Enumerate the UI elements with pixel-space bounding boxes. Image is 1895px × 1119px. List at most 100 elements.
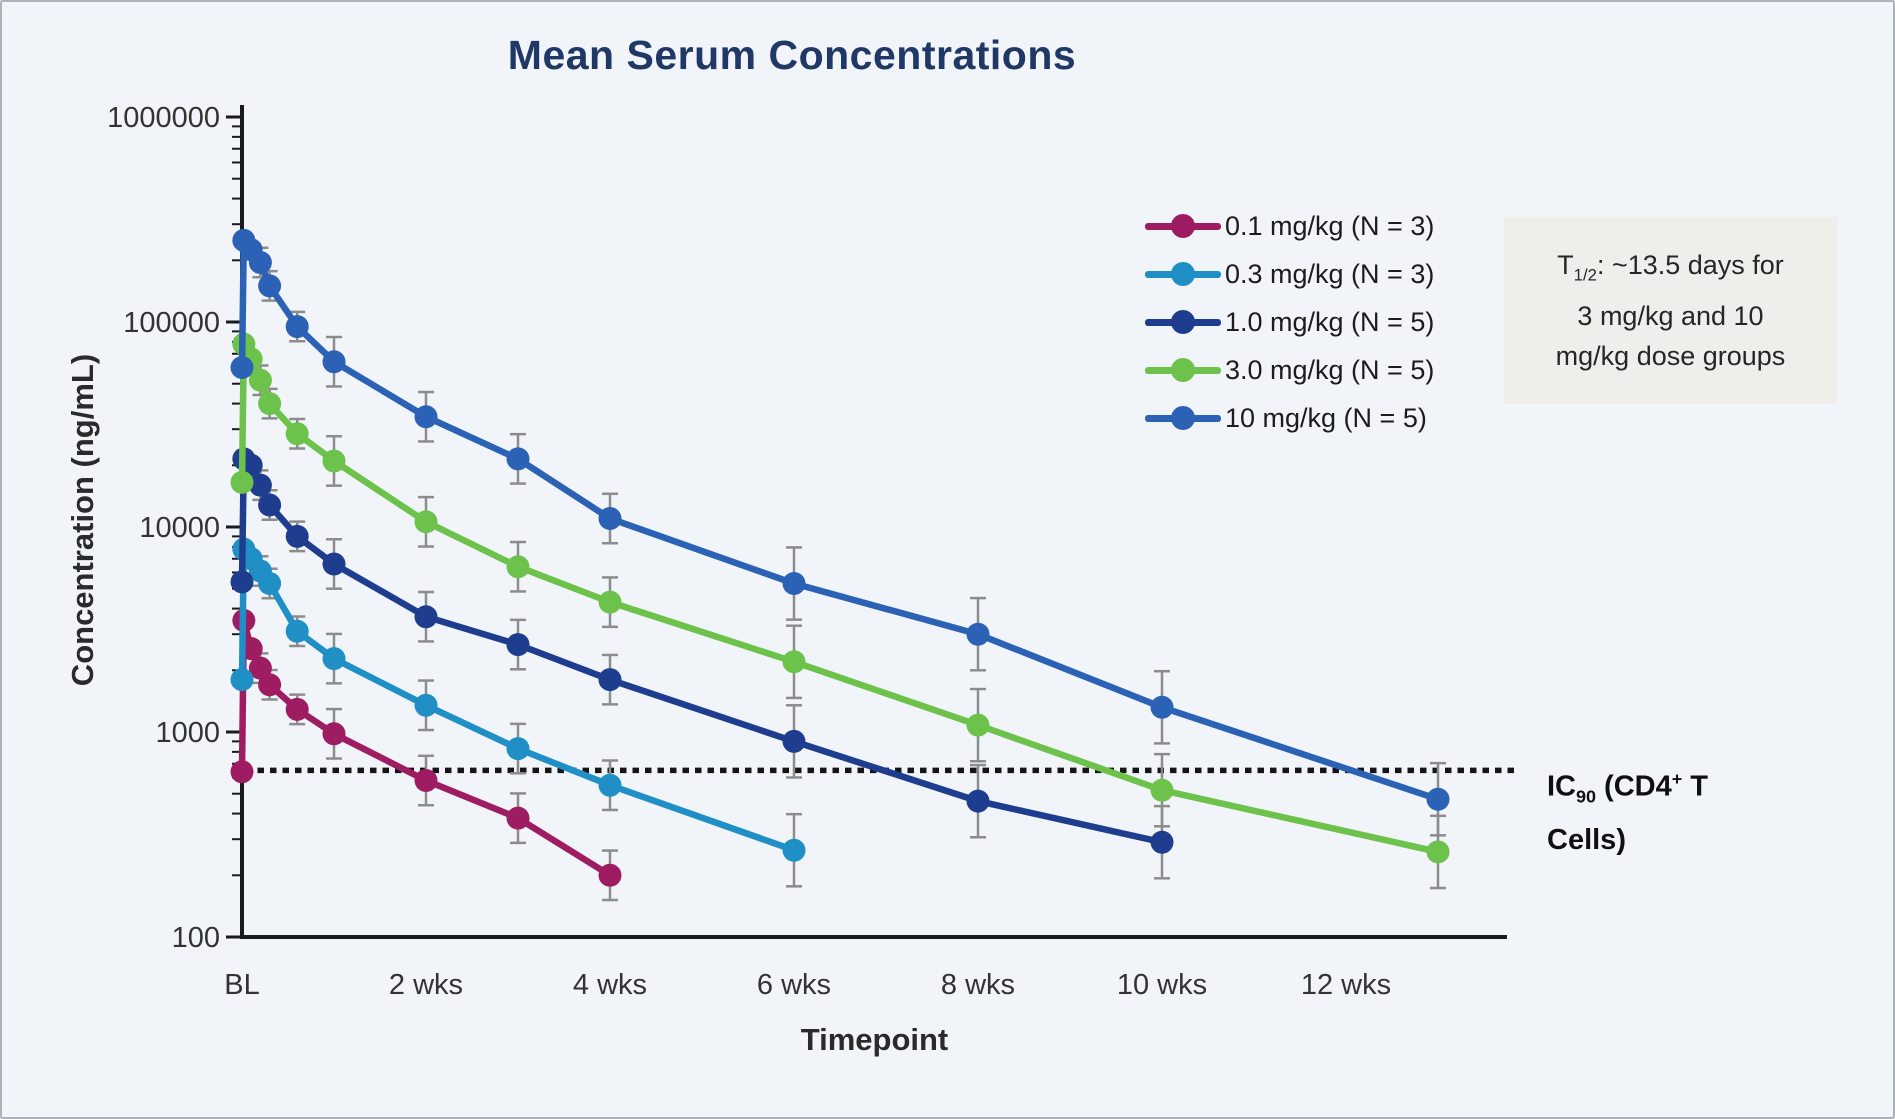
- legend-dot-icon: [1171, 406, 1195, 430]
- data-point: [1150, 830, 1174, 854]
- legend-dot-icon: [1171, 358, 1195, 382]
- data-point: [285, 524, 309, 548]
- data-point: [598, 668, 622, 692]
- legend-marker-icon: [1145, 214, 1221, 238]
- data-point: [285, 315, 309, 339]
- data-point: [248, 368, 272, 392]
- data-point: [1426, 787, 1450, 811]
- data-point: [782, 650, 806, 674]
- x-tick-label: 10 wks: [1117, 969, 1207, 1001]
- data-point: [414, 693, 438, 717]
- data-point: [1150, 778, 1174, 802]
- legend-label: 10 mg/kg (N = 5): [1225, 402, 1427, 433]
- legend-marker-icon: [1145, 262, 1221, 286]
- legend-dot-icon: [1171, 262, 1195, 286]
- ic90-sup: +: [1671, 769, 1683, 789]
- y-tick-label: 100: [172, 922, 220, 954]
- y-tick-label: 10000: [139, 512, 220, 544]
- data-point: [322, 647, 346, 671]
- data-point: [248, 473, 272, 497]
- data-point: [230, 470, 254, 494]
- data-point: [258, 392, 282, 416]
- annotation-line2: 3 mg/kg and 10: [1577, 300, 1764, 331]
- annotation-line3: mg/kg dose groups: [1555, 340, 1786, 371]
- legend-item-3: 3.0 mg/kg (N = 5): [1145, 346, 1434, 394]
- data-point: [322, 449, 346, 473]
- series-3.0-mg-kg-n-5-: [230, 332, 1450, 890]
- ic90-reference-label: IC90 (CD4+ T Cells): [1547, 757, 1877, 862]
- legend: 0.1 mg/kg (N = 3) 0.3 mg/kg (N = 3) 1.0 mg…: [1145, 202, 1434, 442]
- legend-marker-icon: [1145, 358, 1221, 382]
- legend-label: 1.0 mg/kg (N = 5): [1225, 306, 1435, 337]
- data-point: [414, 768, 438, 792]
- legend-marker-icon: [1145, 310, 1221, 334]
- data-point: [285, 619, 309, 643]
- ic90-mid: (CD4: [1596, 770, 1672, 803]
- data-point: [598, 773, 622, 797]
- x-axis-title: Timepoint: [800, 1022, 949, 1057]
- data-point: [598, 863, 622, 887]
- legend-marker-icon: [1145, 406, 1221, 430]
- data-point: [285, 697, 309, 721]
- legend-item-0: 0.1 mg/kg (N = 3): [1145, 202, 1434, 250]
- data-point: [230, 570, 254, 594]
- legend-label: 3.0 mg/kg (N = 5): [1225, 354, 1435, 385]
- half-life-annotation-text: T1/2: ~13.5 days for 3 mg/kg and 10 mg/k…: [1556, 245, 1786, 375]
- data-point: [258, 572, 282, 596]
- x-tick-label: 2 wks: [389, 969, 463, 1001]
- x-tick-label: 4 wks: [573, 969, 647, 1001]
- data-point: [1426, 840, 1450, 864]
- series-10-mg-kg-n-5-: [230, 228, 1450, 837]
- legend-item-2: 1.0 mg/kg (N = 5): [1145, 298, 1434, 346]
- data-point: [966, 789, 990, 813]
- data-point: [230, 355, 254, 379]
- data-point: [966, 713, 990, 737]
- data-point: [414, 405, 438, 429]
- data-point: [248, 251, 272, 275]
- legend-label: 0.3 mg/kg (N = 3): [1225, 258, 1435, 289]
- series-line: [238, 617, 614, 879]
- data-point: [414, 605, 438, 629]
- legend-dot-icon: [1171, 310, 1195, 334]
- x-tick-label: 8 wks: [941, 969, 1015, 1001]
- data-point: [230, 760, 254, 784]
- legend-item-4: 10 mg/kg (N = 5): [1145, 394, 1434, 442]
- data-point: [782, 729, 806, 753]
- data-point: [258, 274, 282, 298]
- data-point: [506, 555, 530, 579]
- ic90-line2: Cells): [1547, 824, 1626, 857]
- data-point: [285, 422, 309, 446]
- chart-title: Mean Serum Concentrations: [507, 32, 1077, 78]
- data-point: [598, 507, 622, 531]
- data-point: [598, 590, 622, 614]
- legend-dot-icon: [1171, 214, 1195, 238]
- data-point: [782, 572, 806, 596]
- data-point: [1150, 695, 1174, 719]
- annotation-sub: 1/2: [1573, 265, 1597, 285]
- data-point: [322, 552, 346, 576]
- ic90-prefix: IC: [1547, 770, 1576, 803]
- y-tick-label: 100000: [123, 307, 220, 339]
- y-tick-label: 1000: [155, 717, 220, 749]
- y-axis-title: Concentration (ng/mL): [65, 353, 100, 687]
- data-point: [230, 668, 254, 692]
- half-life-annotation: T1/2: ~13.5 days for 3 mg/kg and 10 mg/k…: [1504, 217, 1837, 404]
- data-point: [782, 838, 806, 862]
- ic90-sub: 90: [1576, 786, 1596, 807]
- legend-label: 0.1 mg/kg (N = 3): [1225, 210, 1435, 241]
- ic90-after: T: [1682, 770, 1709, 803]
- data-point: [322, 722, 346, 746]
- data-point: [258, 673, 282, 697]
- data-point: [506, 447, 530, 471]
- y-tick-label: 1000000: [107, 102, 220, 134]
- x-tick-label: BL: [224, 969, 259, 1001]
- data-point: [506, 737, 530, 761]
- annotation-t: T: [1557, 250, 1574, 281]
- data-point: [966, 622, 990, 646]
- data-point: [414, 510, 438, 534]
- x-tick-label: 12 wks: [1301, 969, 1391, 1001]
- data-point: [506, 806, 530, 830]
- annotation-line1: : ~13.5 days for: [1596, 250, 1784, 281]
